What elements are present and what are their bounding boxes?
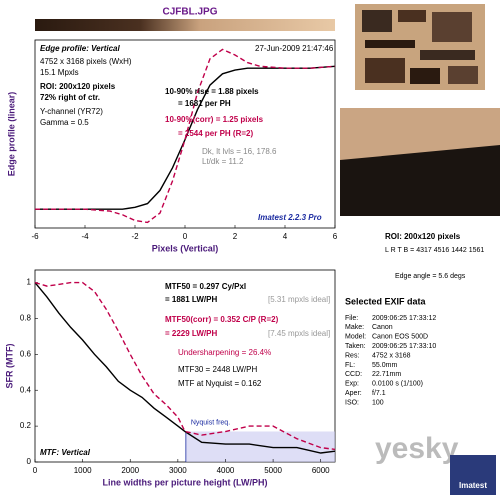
exif-value: 2009:06:25 17:33:12	[372, 315, 436, 322]
exif-label: Aper:	[345, 390, 362, 397]
annotation: 4752 x 3168 pixels (WxH)	[40, 57, 132, 66]
exif-value: 4752 x 3168	[372, 352, 411, 359]
y-tick-label: 0	[27, 457, 32, 466]
annotation: MTF50 = 0.297 Cy/Pxl	[165, 282, 246, 291]
series-line	[34, 281, 336, 451]
x-tick-label: 4000	[217, 466, 235, 475]
x-tick-label: 3000	[169, 466, 187, 475]
annotation: = 1681 per PH	[178, 99, 231, 108]
series-line	[35, 48, 336, 224]
annotation: Dk, lt lvls = 16, 178.6	[202, 147, 277, 156]
exif-label: File:	[345, 315, 358, 322]
x-tick-label: 4	[283, 232, 288, 241]
chart-title: Edge profile: Vertical	[40, 44, 121, 53]
exif-value: 100	[372, 399, 384, 406]
exif-value: 2009:06:25 17:33:10	[372, 343, 436, 350]
lrtb-text: L R T B = 4317 4516 1442 1561	[385, 247, 484, 254]
x-tick-label: 2	[233, 232, 238, 241]
x-tick-label: -6	[31, 232, 39, 241]
exif-value: Canon EOS 500D	[372, 334, 428, 341]
file-title: CJFBL.JPG	[162, 7, 217, 18]
annotation: Lt/dk = 11.2	[202, 157, 244, 166]
exif-label: Res:	[345, 352, 359, 359]
logo-box	[450, 455, 496, 495]
series-line	[35, 65, 336, 210]
exif-label: Taken:	[345, 343, 366, 350]
x-tick-label: -2	[131, 232, 139, 241]
watermark: yesky	[375, 432, 459, 465]
roi-text: ROI: 200x120 pixels	[385, 232, 461, 241]
x-tick-label: -4	[81, 232, 89, 241]
y-tick-label: 0.4	[20, 385, 32, 394]
exif-value: 22.71mm	[372, 371, 401, 378]
exif-value: f/7.1	[372, 390, 386, 397]
exif-value: 0.0100 s (1/100)	[372, 381, 423, 388]
y-tick-label: 0.6	[20, 349, 32, 358]
annotation: = 2229 LW/PH	[165, 329, 217, 338]
edge-strip	[35, 19, 335, 31]
edge-angle: Edge angle = 5.6 degs	[395, 273, 466, 280]
y-tick-label: 0.8	[20, 314, 32, 323]
x-tick-label: 6	[333, 232, 338, 241]
chart-title: MTF: Vertical	[40, 448, 91, 457]
annotation: Imatest 2.2.3 Pro	[258, 213, 322, 222]
x-tick-label: 6000	[312, 466, 330, 475]
annotation: MTF30 = 2448 LW/PH	[178, 365, 257, 374]
logo: Imatest	[459, 481, 487, 490]
y-tick-label: 0.2	[20, 421, 32, 430]
x-tick-label: 1000	[74, 466, 92, 475]
exif-title: Selected EXIF data	[345, 296, 427, 306]
plot-area	[34, 39, 336, 229]
annotation: MTF50(corr) = 0.352 C/P (R=2)	[165, 315, 279, 324]
exif-label: Make:	[345, 324, 364, 331]
annotation: Gamma = 0.5	[40, 118, 89, 127]
y-axis-label: SFR (MTF)	[4, 344, 14, 389]
exif-value: Canon	[372, 324, 393, 331]
annotation: [7.45 mpxls ideal]	[268, 329, 330, 338]
annotation: [5.31 mpxls ideal]	[268, 295, 330, 304]
x-tick-label: 5000	[264, 466, 282, 475]
annotation: Undersharpening = 26.4%	[178, 348, 271, 357]
series-line	[34, 282, 336, 454]
y-tick-label: 1	[27, 278, 32, 287]
exif-label: Exp:	[345, 381, 359, 388]
nyquist-region	[185, 431, 335, 462]
annotation: 27-Jun-2009 21:47:46	[255, 44, 334, 53]
y-axis-label: Edge profile (linear)	[6, 92, 16, 177]
annotation: = 1881 LW/PH	[165, 295, 217, 304]
exif-value: 55.0mm	[372, 362, 397, 369]
annotation: MTF at Nyquist = 0.162	[178, 379, 262, 388]
exif-label: ISO:	[345, 399, 359, 406]
nyquist-label: Nyquist freq.	[191, 419, 230, 426]
exif-label: Model:	[345, 334, 366, 341]
exif-label: CCD:	[345, 371, 362, 378]
x-axis-label: Pixels (Vertical)	[152, 243, 219, 253]
plot-area	[34, 269, 336, 463]
annotation: ROI: 200x120 pixels	[40, 82, 116, 91]
x-tick-label: 0	[33, 466, 38, 475]
roi-crop	[340, 108, 500, 216]
annotation: 15.1 Mpxls	[40, 68, 79, 77]
thumbnail	[355, 4, 485, 90]
x-tick-label: 0	[183, 232, 188, 241]
x-tick-label: 2000	[121, 466, 139, 475]
annotation: 10-90%(corr) = 1.25 pixels	[165, 115, 264, 124]
annotation: Y-channel (YR72)	[40, 107, 103, 116]
annotation: 72% right of ctr.	[40, 93, 100, 102]
annotation: 10-90% rise = 1.88 pixels	[165, 87, 259, 96]
exif-label: FL:	[345, 362, 355, 369]
x-axis-label: Line widths per picture height (LW/PH)	[102, 477, 267, 487]
annotation: = 2544 per PH (R=2)	[178, 129, 253, 138]
